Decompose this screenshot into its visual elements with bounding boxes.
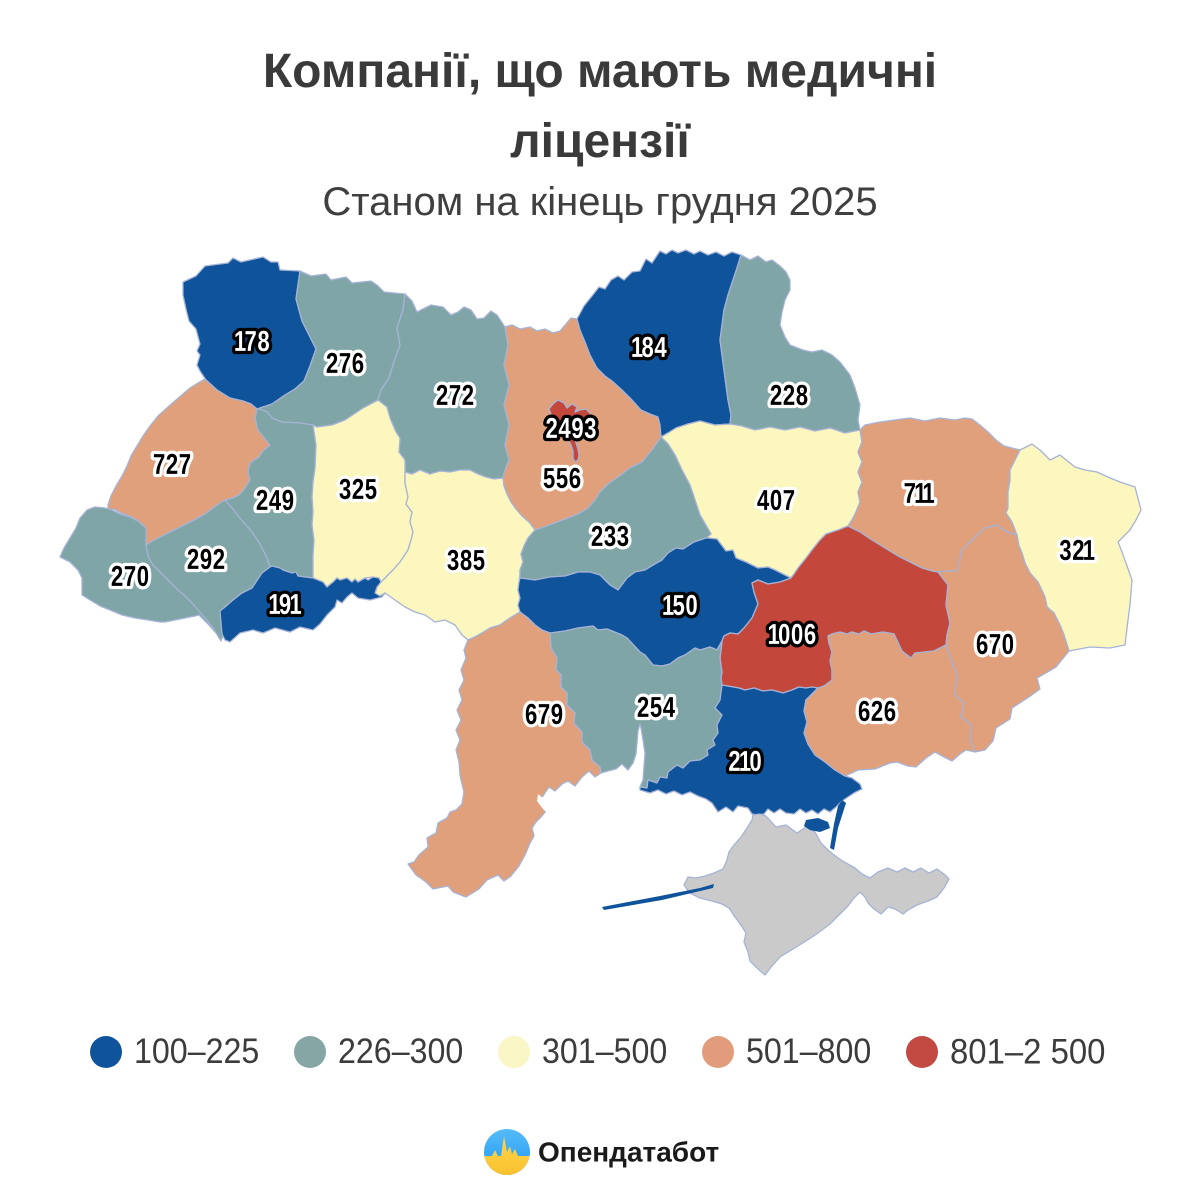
svg-text:100–225: 100–225 bbox=[134, 1033, 259, 1072]
svg-text:301–500: 301–500 bbox=[542, 1033, 667, 1072]
svg-text:Опендатабот: Опендатабот bbox=[538, 1137, 719, 1168]
svg-text:501–800: 501–800 bbox=[746, 1033, 871, 1072]
svg-text:226–300: 226–300 bbox=[338, 1033, 463, 1072]
svg-text:801–2 500: 801–2 500 bbox=[950, 1032, 1105, 1071]
